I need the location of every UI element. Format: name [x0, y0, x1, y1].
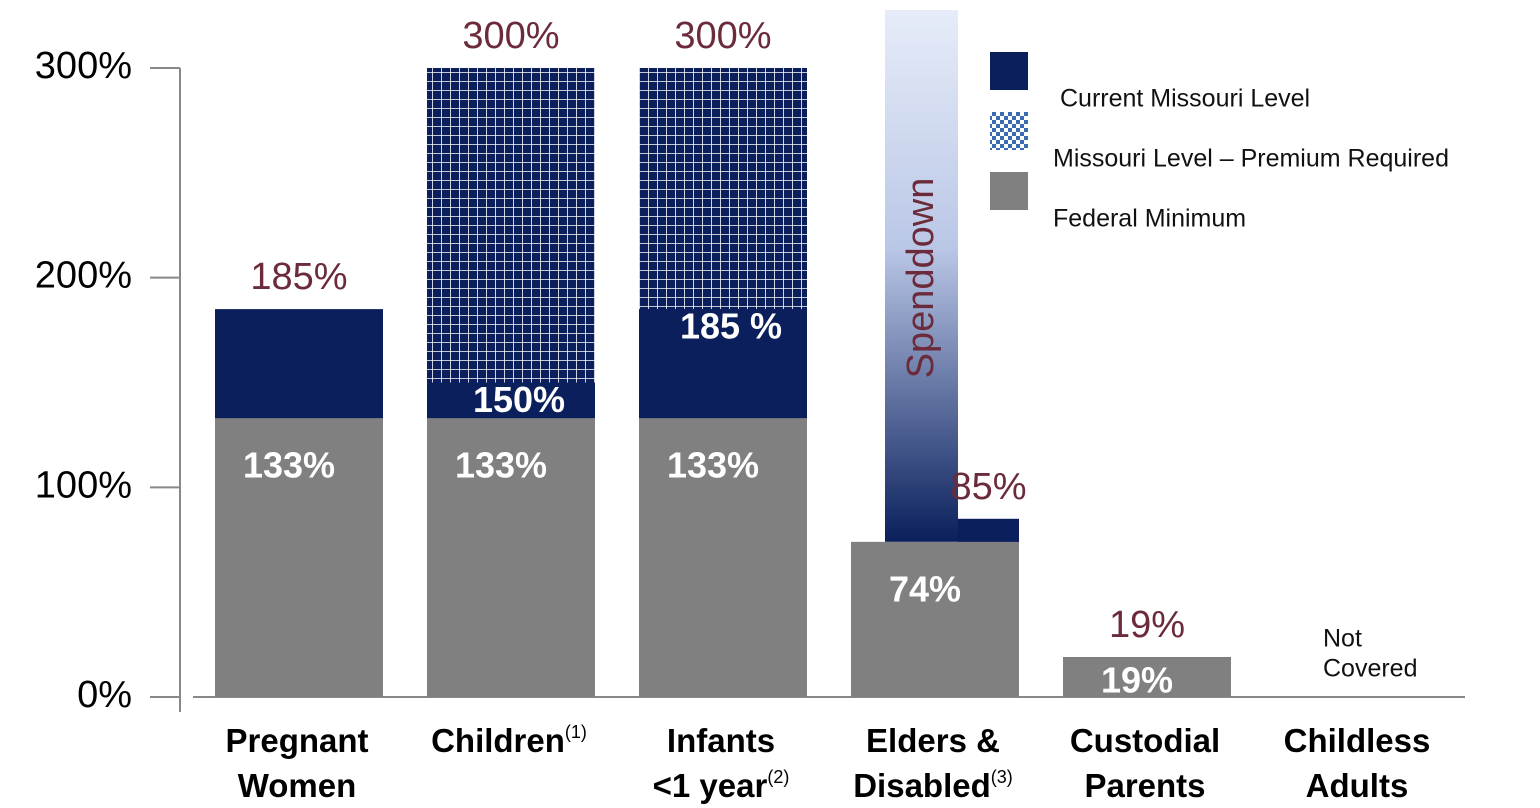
x-tick-label: Women [238, 767, 357, 804]
y-tick-label: 200% [35, 255, 132, 297]
spenddown-bar [885, 10, 958, 542]
x-tick-label: Children(1) [431, 722, 587, 759]
bar [215, 418, 383, 697]
value-label: 185% [250, 256, 347, 298]
x-tick-label-text: Children [431, 722, 565, 759]
legend-label: Federal Minimum [1053, 205, 1246, 233]
value-label: 19% [1101, 660, 1173, 701]
value-label: 133% [667, 445, 759, 486]
x-tick-note: (1) [565, 722, 587, 742]
x-tick-label: Disabled(3) [853, 767, 1013, 804]
y-tick-label: 300% [35, 45, 132, 87]
x-tick-note: (3) [991, 767, 1013, 787]
x-tick-label-text: Women [238, 767, 357, 804]
x-tick-label: Childless [1284, 722, 1431, 759]
x-tick-label-text: <1 year [653, 767, 768, 804]
x-tick-label: Pregnant [225, 722, 368, 759]
value-label: 185 % [680, 306, 782, 347]
spenddown-label: Spenddown [900, 178, 942, 379]
x-tick-label: Elders & [866, 722, 1000, 759]
legend-swatch [990, 52, 1028, 90]
x-tick-note: (2) [767, 767, 789, 787]
legend-swatch [990, 112, 1028, 150]
legend-label: Current Missouri Level [1060, 85, 1310, 113]
value-label: 133% [243, 445, 335, 486]
value-label: 300% [462, 15, 559, 57]
value-label: 19% [1109, 604, 1185, 646]
x-tick-label-text: Disabled [853, 767, 991, 804]
annotation: Covered [1323, 655, 1418, 683]
value-label: 150% [473, 379, 565, 420]
legend-swatch [990, 172, 1028, 210]
x-tick-label: Parents [1084, 767, 1205, 804]
value-label: 74% [889, 568, 961, 609]
x-tick-label: Infants [667, 722, 775, 759]
bar [639, 418, 807, 697]
x-tick-label: Custodial [1070, 722, 1220, 759]
x-tick-label-text: Adults [1306, 767, 1409, 804]
x-tick-label-text: Custodial [1070, 722, 1220, 759]
value-label: 300% [674, 15, 771, 57]
y-tick-label: 100% [35, 464, 132, 506]
legend-label: Missouri Level – Premium Required [1053, 145, 1449, 173]
x-tick-label-text: Pregnant [225, 722, 368, 759]
x-tick-label-text: Parents [1084, 767, 1205, 804]
x-tick-label-text: Elders & [866, 722, 1000, 759]
value-label: 85% [950, 466, 1026, 508]
value-label: 133% [455, 445, 547, 486]
x-tick-label: <1 year(2) [653, 767, 790, 804]
y-tick-label: 0% [77, 674, 132, 716]
bar [427, 418, 595, 697]
x-tick-label: Adults [1306, 767, 1409, 804]
bar [1063, 657, 1231, 697]
x-tick-label-text: Infants [667, 722, 775, 759]
x-tick-label-text: Childless [1284, 722, 1431, 759]
annotation: Not [1323, 625, 1362, 653]
bar [851, 541, 1019, 697]
